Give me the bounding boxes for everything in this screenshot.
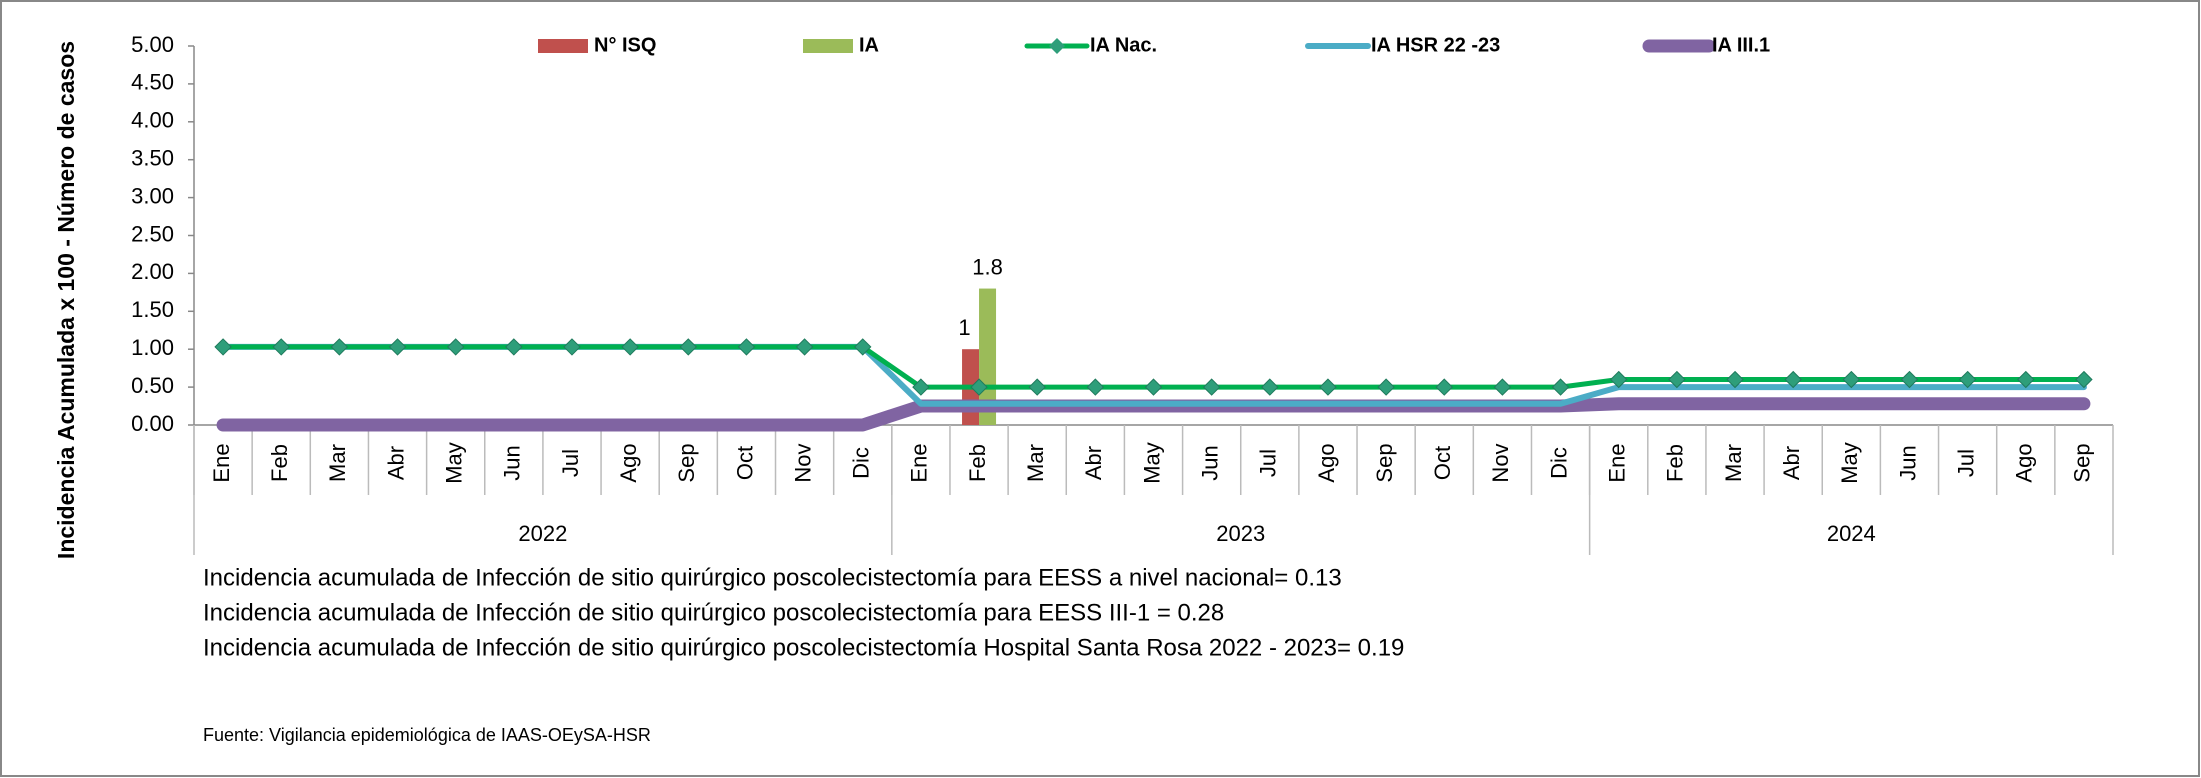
marker	[446, 338, 465, 356]
y-tick-label: 3.00	[131, 183, 174, 208]
x-tick-label: Ene	[209, 443, 234, 482]
marker	[621, 338, 639, 356]
marker	[1958, 370, 1977, 389]
annotation: Incidencia acumulada de Infección de sit…	[203, 599, 1224, 626]
x-tick-label: May	[1837, 442, 1862, 484]
marker	[912, 378, 930, 396]
x-tick-label: Sep	[2070, 443, 2095, 482]
x-tick-label: Sep	[674, 443, 699, 482]
legend-label: IA III.1	[1712, 34, 1770, 56]
legend-swatch	[538, 39, 588, 53]
legend-label: N° ISQ	[594, 34, 656, 56]
x-tick-label: Abr	[1081, 446, 1106, 480]
y-tick-label: 2.00	[131, 259, 174, 284]
legend-marker	[1049, 38, 1065, 54]
marker	[1261, 378, 1279, 396]
marker	[1726, 370, 1744, 389]
x-tick-label: Ago	[1314, 443, 1339, 482]
y-tick-label: 1.50	[131, 297, 174, 322]
marker	[1319, 378, 1337, 396]
x-tick-label: Oct	[732, 446, 757, 480]
y-tick-label: 5.00	[131, 32, 174, 57]
marker	[1144, 378, 1163, 396]
marker	[2017, 370, 2035, 389]
x-tick-label: Nov	[790, 443, 815, 482]
x-tick-label: Jun	[500, 445, 525, 480]
marker	[388, 338, 407, 356]
y-tick-label: 2.50	[131, 221, 174, 246]
marker	[854, 338, 872, 356]
marker	[214, 338, 232, 356]
x-tick-label: Mar	[1023, 444, 1048, 482]
x-tick-label: Ago	[616, 443, 641, 482]
marker	[1610, 370, 1628, 389]
x-tick-label: Feb	[267, 444, 292, 482]
data-label: 1.8	[972, 254, 1003, 279]
marker	[737, 338, 756, 356]
x-tick-label: Ago	[2012, 443, 2037, 482]
marker	[563, 338, 581, 356]
year-label: 2024	[1827, 521, 1876, 546]
x-tick-label: Dic	[1546, 447, 1571, 479]
marker	[330, 338, 349, 356]
marker	[679, 338, 697, 356]
y-tick-label: 4.00	[131, 108, 174, 133]
legend-label: IA HSR 22 -23	[1371, 34, 1500, 56]
marker	[505, 338, 523, 356]
x-tick-label: Dic	[849, 447, 874, 479]
x-tick-label: Jul	[1256, 449, 1281, 477]
x-tick-label: May	[1139, 442, 1164, 484]
x-tick-label: Ene	[907, 443, 932, 482]
x-tick-label: Jun	[1197, 445, 1222, 480]
x-tick-label: Mar	[325, 444, 350, 482]
x-tick-label: Nov	[1488, 443, 1513, 482]
x-tick-label: May	[441, 442, 466, 484]
marker	[1202, 378, 1221, 396]
marker	[1784, 370, 1802, 389]
x-tick-label: Abr	[1779, 446, 1804, 480]
annotation: Incidencia acumulada de Infección de sit…	[203, 564, 1342, 591]
x-tick-label: Oct	[1430, 446, 1455, 480]
x-tick-label: Jul	[558, 449, 583, 477]
data-label: 1	[958, 315, 970, 340]
y-tick-label: 3.50	[131, 146, 174, 171]
legend-swatch	[803, 39, 853, 53]
x-tick-label: Jun	[1895, 445, 1920, 480]
marker	[1086, 378, 1105, 396]
x-tick-label: Feb	[965, 444, 990, 482]
x-tick-label: Abr	[383, 446, 408, 480]
marker	[1551, 378, 1570, 396]
marker	[1842, 370, 1861, 389]
x-tick-label: Feb	[1663, 444, 1688, 482]
y-tick-label: 0.50	[131, 373, 174, 398]
marker	[272, 338, 290, 356]
y-tick-label: 0.00	[131, 411, 174, 436]
legend-label: IA	[859, 34, 879, 56]
x-tick-label: Mar	[1721, 444, 1746, 482]
marker	[1377, 378, 1395, 396]
marker	[970, 378, 988, 396]
year-label: 2022	[518, 521, 567, 546]
x-tick-label: Jul	[1953, 449, 1978, 477]
source: Fuente: Vigilancia epidemiológica de IAA…	[203, 725, 651, 745]
marker	[795, 338, 814, 356]
y-tick-label: 4.50	[131, 70, 174, 95]
x-tick-label: Sep	[1372, 443, 1397, 482]
marker	[1435, 378, 1453, 396]
x-tick-label: Ene	[1605, 443, 1630, 482]
y-tick-label: 1.00	[131, 335, 174, 360]
marker	[1493, 378, 1512, 396]
marker	[2075, 370, 2093, 389]
marker	[1668, 370, 1686, 389]
marker	[1900, 370, 1919, 389]
annotation: Incidencia acumulada de Infección de sit…	[203, 634, 1404, 661]
y-axis-label: Incidencia Acumulada x 100 - Número de c…	[53, 41, 79, 559]
legend-label: IA Nac.	[1090, 34, 1157, 56]
marker	[1028, 378, 1046, 396]
year-label: 2023	[1216, 521, 1265, 546]
